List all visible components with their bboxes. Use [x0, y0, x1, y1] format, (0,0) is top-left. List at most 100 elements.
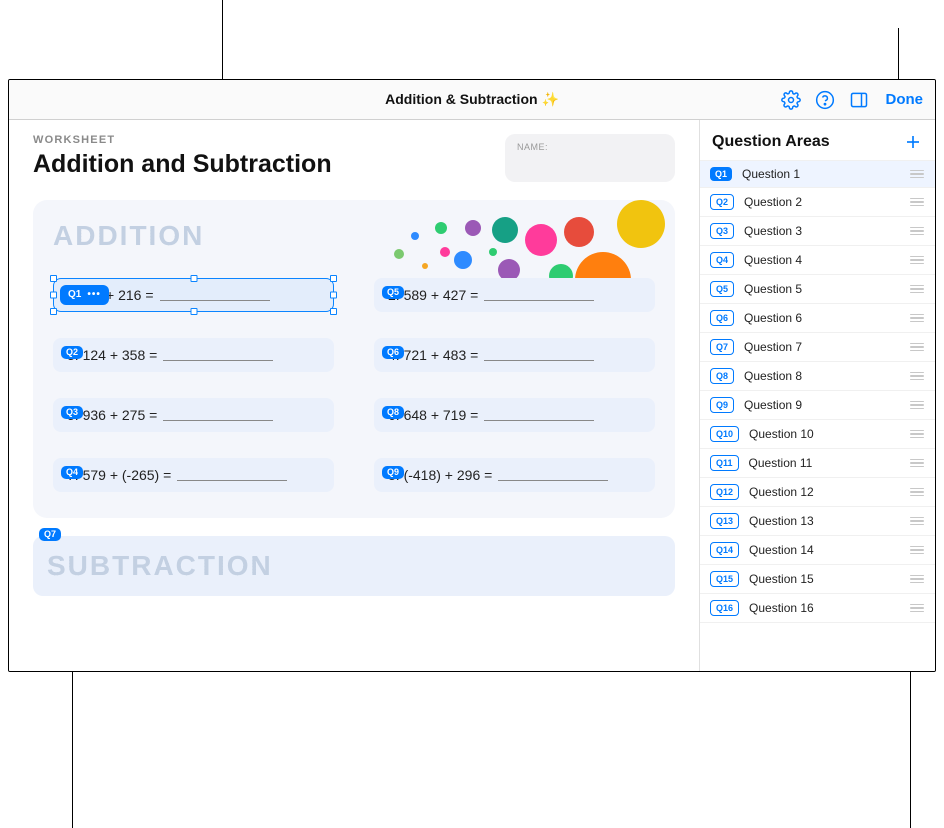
section-title-subtraction: SUBTRACTION: [47, 550, 273, 582]
help-icon[interactable]: [814, 89, 836, 111]
sidebar-item-badge: Q5: [710, 281, 734, 297]
sidebar-item-badge: Q14: [710, 542, 739, 558]
sidebar-item-label: Question 3: [744, 224, 899, 238]
callout-line: [898, 28, 899, 79]
drag-handle-icon[interactable]: [909, 285, 925, 294]
drag-handle-icon[interactable]: [909, 546, 925, 555]
question-areas-sidebar: Question Areas Q1Question 1Q2Question 2Q…: [699, 120, 935, 671]
sidebar-item-label: Question 8: [744, 369, 899, 383]
question-area[interactable]: Q47. 579 + (-265) =: [53, 458, 334, 492]
question-grid: Q1•••+ 216 = Q52. 589 + 427 = Q23. 124 + 3…: [53, 278, 655, 492]
sidebar-item-badge: Q13: [710, 513, 739, 529]
drag-handle-icon[interactable]: [909, 256, 925, 265]
add-question-button[interactable]: [903, 132, 923, 152]
drag-handle-icon[interactable]: [909, 198, 925, 207]
sidebar-item[interactable]: Q5 Question 5: [700, 275, 935, 304]
question-badge-menu[interactable]: Q1•••: [60, 285, 109, 305]
sidebar-item[interactable]: Q6Question 6: [700, 304, 935, 333]
drag-handle-icon[interactable]: [909, 372, 925, 381]
sidebar-item[interactable]: Q12Question 12: [700, 478, 935, 507]
sidebar-item-label: Question 14: [749, 543, 899, 557]
app-window: Addition & Subtraction ✨ Done WORKSHEET …: [8, 79, 936, 672]
selection-handle[interactable]: [330, 308, 337, 315]
selection-handle[interactable]: [50, 275, 57, 282]
question-area[interactable]: Q52. 589 + 427 =: [374, 278, 655, 312]
worksheet-header: WORKSHEET Addition and Subtraction NAME:: [9, 120, 699, 182]
sidebar-item-badge: Q2: [710, 194, 734, 210]
sidebar-item[interactable]: Q11Question 11: [700, 449, 935, 478]
sidebar-item[interactable]: Q13 Question 13: [700, 507, 935, 536]
drag-handle-icon[interactable]: [909, 314, 925, 323]
question-area[interactable]: Q23. 124 + 358 =: [53, 338, 334, 372]
sidebar-item[interactable]: Q8 Question 8: [700, 362, 935, 391]
question-badge: Q3: [61, 406, 83, 419]
sidebar-item-badge: Q15: [710, 571, 739, 587]
sidebar-item-badge: Q8: [710, 368, 734, 384]
sidebar-item-label: Question 1: [742, 167, 899, 181]
drag-handle-icon[interactable]: [909, 170, 925, 179]
sidebar-item[interactable]: Q10Question 10: [700, 420, 935, 449]
drag-handle-icon[interactable]: [909, 488, 925, 497]
question-area[interactable]: Q1•••+ 216 =: [53, 278, 334, 312]
drag-handle-icon[interactable]: [909, 459, 925, 468]
name-field[interactable]: NAME:: [505, 134, 675, 182]
sidebar-item-badge: Q6: [710, 310, 734, 326]
question-badge: Q2: [61, 346, 83, 359]
sidebar-item-label: Question 5: [744, 282, 899, 296]
sidebar-item[interactable]: Q9Question 9: [700, 391, 935, 420]
panel-toggle-icon[interactable]: [848, 89, 870, 111]
sidebar-item[interactable]: Q4Question 4: [700, 246, 935, 275]
question-badge: Q8: [382, 406, 404, 419]
drag-handle-icon[interactable]: [909, 343, 925, 352]
selection-handle[interactable]: [330, 275, 337, 282]
sidebar-item-label: Question 16: [749, 601, 899, 615]
worksheet-title: Addition and Subtraction: [33, 150, 332, 179]
sidebar-item-badge: Q16: [710, 600, 739, 616]
question-badge: Q5: [382, 286, 404, 299]
selection-handle[interactable]: [50, 308, 57, 315]
drag-handle-icon[interactable]: [909, 604, 925, 613]
sidebar-item-label: Question 4: [744, 253, 899, 267]
worksheet-canvas[interactable]: WORKSHEET Addition and Subtraction NAME:…: [9, 120, 699, 671]
drag-handle-icon[interactable]: [909, 401, 925, 410]
toolbar-actions: Done: [780, 89, 928, 111]
callout-line: [72, 672, 73, 828]
sidebar-item[interactable]: Q7 Question 7: [700, 333, 935, 362]
sidebar-item[interactable]: Q16 Question 16: [700, 594, 935, 623]
sidebar-item-badge: Q7: [710, 339, 734, 355]
sidebar-item-label: Question 7: [744, 340, 899, 354]
sidebar-item[interactable]: Q2 Question 2: [700, 188, 935, 217]
question-area[interactable]: Q64. 721 + 483 =: [374, 338, 655, 372]
done-button[interactable]: Done: [882, 91, 928, 108]
drag-handle-icon[interactable]: [909, 227, 925, 236]
question-text: + 216 =: [106, 287, 154, 303]
question-area[interactable]: Q35. 936 + 275 =: [53, 398, 334, 432]
sidebar-item-badge: Q11: [710, 455, 739, 471]
subtraction-panel: Q7 SUBTRACTION: [33, 536, 675, 596]
selection-handle[interactable]: [50, 292, 57, 299]
sidebar-item-label: Question 2: [744, 195, 899, 209]
selection-handle[interactable]: [190, 275, 197, 282]
worksheet-overline: WORKSHEET: [33, 134, 332, 146]
sidebar-item-label: Question 13: [749, 514, 899, 528]
gear-icon[interactable]: [780, 89, 802, 111]
question-area[interactable]: Q98. (-418) + 296 =: [374, 458, 655, 492]
sidebar-item[interactable]: Q1Question 1: [700, 160, 935, 188]
sidebar-item[interactable]: Q15Question 15: [700, 565, 935, 594]
answer-blank: [484, 349, 594, 361]
drag-handle-icon[interactable]: [909, 430, 925, 439]
drag-handle-icon[interactable]: [909, 517, 925, 526]
sidebar-item-badge: Q12: [710, 484, 739, 500]
selection-handle[interactable]: [330, 292, 337, 299]
addition-panel: ADDITION Q1•••+ 216 =Q52. 589 + 427 =Q23…: [33, 200, 675, 518]
question-area[interactable]: Q86. 648 + 719 =: [374, 398, 655, 432]
answer-blank: [498, 469, 608, 481]
question-badge: Q4: [61, 466, 83, 479]
answer-blank: [160, 289, 270, 301]
selection-handle[interactable]: [190, 308, 197, 315]
drag-handle-icon[interactable]: [909, 575, 925, 584]
answer-blank: [177, 469, 287, 481]
sidebar-item[interactable]: Q14 Question 14: [700, 536, 935, 565]
sidebar-item[interactable]: Q3 Question 3: [700, 217, 935, 246]
sidebar-item-badge: Q3: [710, 223, 734, 239]
